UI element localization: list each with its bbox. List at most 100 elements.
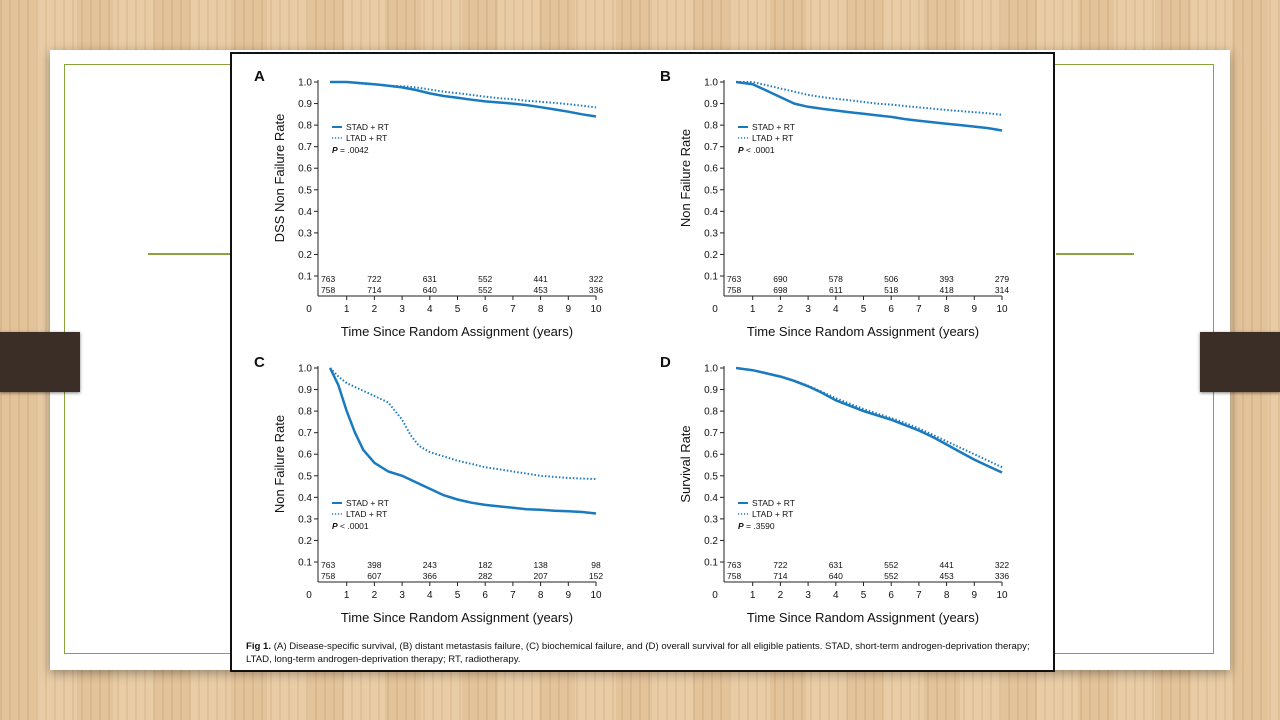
figure-charts: A 0.1 0.2 0.3 0.4 0.5 0.6 0.7 0.8 0.9 1.0 0 1 2 3 4 5 6 7 8…	[254, 68, 1009, 625]
p-symbol: P	[738, 521, 744, 531]
at-risk-count: 763	[321, 560, 335, 570]
p-value: < .0001	[338, 521, 369, 531]
y-tick-label: 0.3	[704, 514, 718, 525]
at-risk-count: 441	[940, 560, 954, 570]
y-tick-label: 0.3	[298, 514, 312, 525]
legend-entry-stad: STAD + RT	[752, 122, 795, 132]
x-tick-label: 5	[861, 590, 867, 601]
at-risk-count: 690	[773, 274, 787, 284]
legend-entry-ltad: LTAD + RT	[346, 133, 387, 143]
x-tick-label: 8	[944, 304, 950, 315]
at-risk-count: 314	[995, 285, 1009, 295]
x-tick-label: 8	[538, 304, 544, 315]
y-tick-label: 0.8	[298, 121, 312, 132]
y-tick-label: 0.6	[298, 450, 312, 461]
x-tick-label: 10	[590, 590, 602, 601]
at-risk-count: 722	[773, 560, 787, 570]
y-tick-label: 0.4	[298, 207, 312, 218]
x-tick-label: 2	[372, 304, 378, 315]
x-axis-label: Time Since Random Assignment (years)	[341, 324, 573, 339]
at-risk-count: 393	[940, 274, 954, 284]
at-risk-count: 758	[727, 285, 741, 295]
at-risk-count: 98	[591, 560, 601, 570]
at-risk-count: 453	[940, 571, 954, 581]
x-tick-label: 3	[805, 590, 811, 601]
at-risk-count: 578	[829, 274, 843, 284]
caption-text: (A) Disease-specific survival, (B) dista…	[246, 641, 1030, 665]
legend-entry-ltad: LTAD + RT	[346, 509, 387, 519]
accent-line-left	[148, 253, 230, 255]
x-tick-label: 5	[861, 304, 867, 315]
at-risk-count: 453	[534, 285, 548, 295]
y-tick-label: 1.0	[704, 364, 718, 375]
y-tick-label: 0.5	[704, 471, 718, 482]
at-risk-count: 631	[423, 274, 437, 284]
x-tick-label: 4	[427, 304, 433, 315]
y-tick-label: 0.1	[704, 272, 718, 283]
x-tick-label: 3	[399, 590, 405, 601]
origin-label: 0	[306, 590, 312, 601]
y-tick-label: 0.9	[704, 99, 718, 110]
legend-entry-ltad: LTAD + RT	[752, 133, 793, 143]
at-risk-count: 611	[829, 285, 843, 295]
left-tab-decoration	[0, 332, 80, 392]
x-axis-label: Time Since Random Assignment (years)	[341, 610, 573, 625]
p-value: = .0042	[338, 145, 369, 155]
x-tick-label: 7	[510, 590, 516, 601]
p-symbol: P	[738, 145, 744, 155]
at-risk-count: 322	[589, 274, 603, 284]
legend-entry-stad: STAD + RT	[752, 498, 795, 508]
y-axis-label: Non Failure Rate	[678, 129, 693, 227]
at-risk-count: 418	[940, 285, 954, 295]
at-risk-count: 698	[773, 285, 787, 295]
x-axis-label: Time Since Random Assignment (years)	[747, 324, 979, 339]
chart-panel-d: D 0.1 0.2 0.3 0.4 0.5 0.6 0.7 0.8 0.9 1.0 0 1 2 3 4 5 6 7 8…	[660, 354, 1009, 625]
x-tick-label: 7	[916, 590, 922, 601]
y-tick-label: 0.9	[704, 385, 718, 396]
y-tick-label: 0.1	[298, 272, 312, 283]
series-line-stad-rt	[735, 80, 1003, 132]
x-tick-label: 4	[427, 590, 433, 601]
at-risk-count: 763	[321, 274, 335, 284]
at-risk-count: 763	[727, 274, 741, 284]
series-line-ltad-rt	[329, 367, 597, 480]
p-symbol: P	[332, 145, 338, 155]
at-risk-count: 152	[589, 571, 603, 581]
y-axis-label: DSS Non Failure Rate	[272, 114, 287, 243]
at-risk-count: 322	[995, 560, 1009, 570]
p-value: < .0001	[744, 145, 775, 155]
at-risk-count: 552	[478, 285, 492, 295]
x-tick-label: 4	[833, 304, 839, 315]
x-tick-label: 3	[805, 304, 811, 315]
y-tick-label: 0.7	[298, 142, 312, 153]
at-risk-count: 722	[367, 274, 381, 284]
x-tick-label: 8	[944, 590, 950, 601]
at-risk-count: 552	[478, 274, 492, 284]
at-risk-count: 714	[367, 285, 381, 295]
figure-panel: A 0.1 0.2 0.3 0.4 0.5 0.6 0.7 0.8 0.9 1.0 0 1 2 3 4 5 6 7 8…	[230, 52, 1055, 672]
at-risk-count: 518	[884, 285, 898, 295]
at-risk-count: 640	[829, 571, 843, 581]
y-tick-label: 0.8	[704, 121, 718, 132]
chart-panel-b: B 0.1 0.2 0.3 0.4 0.5 0.6 0.7 0.8 0.9 1.0 0 1 2 3 4 5 6 7 8…	[660, 68, 1009, 339]
legend-entry-stad: STAD + RT	[346, 498, 389, 508]
panel-label: D	[660, 354, 671, 371]
at-risk-count: 640	[423, 285, 437, 295]
at-risk-count: 336	[589, 285, 603, 295]
p-symbol: P	[332, 521, 338, 531]
at-risk-count: 282	[478, 571, 492, 581]
y-tick-label: 0.3	[298, 228, 312, 239]
panel-label: A	[254, 68, 265, 85]
x-tick-label: 7	[916, 304, 922, 315]
right-tab-decoration	[1200, 332, 1280, 392]
series-line-stad-rt	[735, 366, 1003, 474]
x-tick-label: 5	[455, 590, 461, 601]
series-line-stad-rt	[328, 367, 597, 515]
y-axis-label: Non Failure Rate	[272, 415, 287, 513]
p-value: = .3590	[744, 521, 775, 531]
legend-entry-ltad: LTAD + RT	[752, 509, 793, 519]
at-risk-count: 398	[367, 560, 381, 570]
panel-label: B	[660, 68, 671, 85]
caption-label: Fig 1.	[246, 641, 272, 652]
y-tick-label: 0.9	[298, 385, 312, 396]
